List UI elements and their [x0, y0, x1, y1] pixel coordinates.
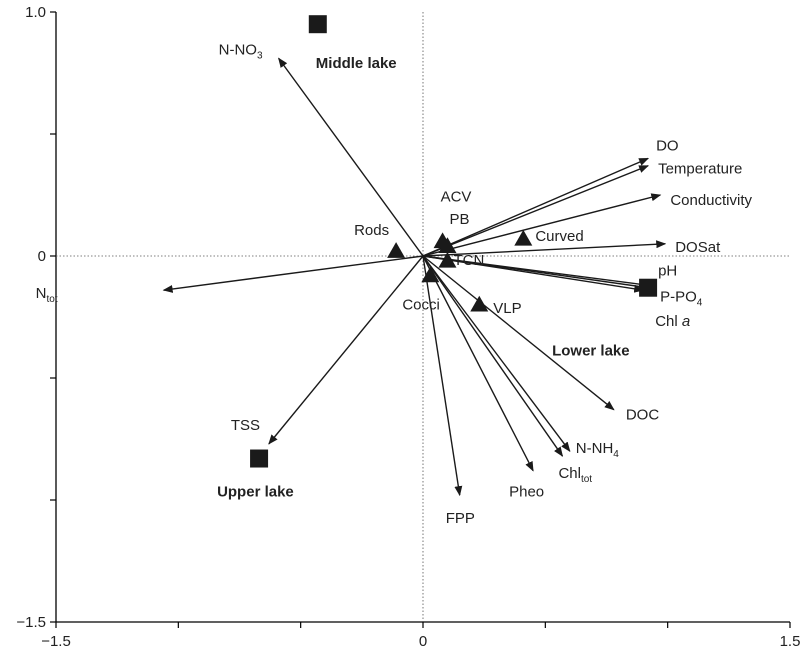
vector-n-nh4-label: N-NH4 — [576, 440, 620, 460]
x-tick-label: 0 — [419, 633, 427, 650]
vector-ph-label: pH — [658, 262, 677, 279]
site-upper-lake-label: Upper lake — [217, 484, 294, 501]
species-vlp-label: VLP — [493, 300, 521, 317]
vector-doc-arrow — [422, 255, 615, 411]
x-tick-label: −1.5 — [41, 633, 71, 650]
y-tick-label: −1.5 — [16, 614, 46, 631]
vector-fpp-arrow — [422, 255, 463, 497]
vector-temperature-arrow — [422, 165, 650, 257]
vector-dosat-arrow — [422, 240, 667, 257]
species-pb-label: PB — [449, 211, 469, 228]
vector-dosat-label: DOSat — [675, 239, 721, 256]
vector-fpp-label: FPP — [446, 510, 475, 527]
species-acv-label: ACV — [441, 188, 472, 205]
vector-p-po4-label: P-PO4 — [660, 289, 703, 309]
site-upper-lake-marker — [250, 449, 269, 468]
site-middle-lake-marker — [308, 15, 327, 34]
vector-n-no3-label: N-NO3 — [219, 41, 263, 61]
vector-n-no3-arrow — [278, 57, 424, 257]
vector-chltot-label: Chltot — [558, 465, 592, 485]
vector-pheo-label: Pheo — [509, 484, 544, 501]
vector-chltot-arrow — [422, 255, 564, 457]
site-lower-lake-marker — [639, 278, 658, 297]
vector-do-label: DO — [656, 137, 679, 154]
species-rods-label: Rods — [354, 222, 389, 239]
species-tcn-marker — [438, 251, 457, 268]
species-tcn-label: TCN — [453, 252, 484, 269]
vector-chl-a-label: Chl a — [655, 313, 690, 330]
vector-do-arrow — [422, 157, 650, 257]
species-pb-marker — [438, 237, 457, 253]
vector-tss-arrow — [268, 255, 424, 445]
vector-temperature-label: Temperature — [658, 161, 742, 178]
vector-conductivity-label: Conductivity — [670, 192, 752, 209]
species-cocci-marker — [421, 266, 440, 283]
vector-chl-a-arrow — [422, 255, 645, 293]
y-tick-label: 0 — [38, 248, 46, 265]
species-curved-label: Curved — [535, 228, 583, 245]
vector-ntot-arrow — [162, 255, 424, 293]
species-vlp-marker — [470, 295, 489, 312]
species-curved-marker — [514, 229, 533, 246]
vector-tss-label: TSS — [231, 417, 260, 434]
vector-ntot-label: Ntot — [36, 285, 58, 305]
species-rods-marker — [387, 242, 406, 258]
site-middle-lake-label: Middle lake — [316, 55, 397, 72]
vector-doc-label: DOC — [626, 407, 660, 424]
x-tick-label: 1.5 — [780, 633, 801, 650]
vector-pheo-arrow — [422, 255, 534, 472]
species-cocci-label: Cocci — [402, 297, 440, 314]
vector-n-nh4-arrow — [422, 255, 571, 452]
y-tick-label: 1.0 — [25, 4, 46, 21]
site-lower-lake-label: Lower lake — [552, 343, 630, 360]
vector-conductivity-arrow — [422, 193, 662, 257]
